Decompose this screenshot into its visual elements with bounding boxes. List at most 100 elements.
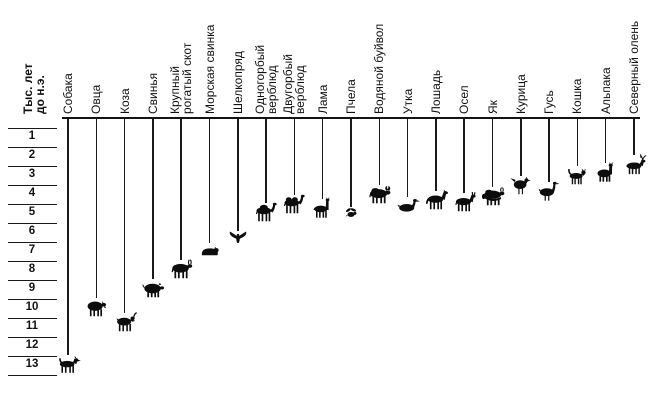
y-axis-tick-line xyxy=(8,127,57,129)
animal-label: Кошка xyxy=(570,78,585,114)
animal-label: Коза xyxy=(117,88,132,114)
animal-label-line: Альпака xyxy=(598,67,613,114)
pig-icon xyxy=(139,277,167,300)
y-axis-title-line2: до н.э. xyxy=(33,75,47,114)
water-buffalo-icon xyxy=(365,183,393,206)
guinea-pig-icon xyxy=(198,241,222,260)
y-axis-tick-line xyxy=(8,374,57,376)
timeline-drop-line xyxy=(123,119,126,313)
timeline-drop-line xyxy=(548,119,550,182)
timeline-drop-line xyxy=(67,119,69,355)
animal-label: Пчела xyxy=(344,79,358,114)
animal-label-line: Свинья xyxy=(145,72,160,114)
animal-label: Лама xyxy=(315,84,330,114)
y-axis-tick-label: 8 xyxy=(28,263,36,275)
alpaca-icon xyxy=(592,161,620,184)
timeline-drop-line xyxy=(435,119,437,192)
y-axis-title: Тыс. лет до н.э. xyxy=(21,63,47,114)
animal-label: Свинья xyxy=(145,72,160,114)
y-axis-tick-line xyxy=(8,146,57,148)
y-axis-tick-line xyxy=(8,222,57,224)
animal-label-line: Шелкопряд xyxy=(230,51,245,114)
y-axis-tick-line xyxy=(8,279,57,281)
animal-label: Водяной буйвол xyxy=(372,23,387,114)
cattle-icon xyxy=(167,258,195,281)
y-axis-tick-label: 5 xyxy=(28,206,36,218)
sheep-icon xyxy=(82,296,110,319)
duck-icon xyxy=(394,195,422,218)
animal-label: Северный олень xyxy=(627,20,641,114)
animal-label: Овца xyxy=(89,84,104,114)
y-axis-tick-line xyxy=(8,317,57,319)
animal-label-line: Коза xyxy=(117,88,132,114)
animal-label: Гусь xyxy=(542,90,557,114)
timeline-drop-line xyxy=(491,119,494,188)
animal-label-line: Водяной буйвол xyxy=(372,23,387,114)
y-axis-tick-label: 1 xyxy=(28,130,36,142)
y-axis-tick-line xyxy=(8,203,57,205)
animal-label-line: Морская свинка xyxy=(202,24,217,114)
animal-label-line: Гусь xyxy=(542,90,557,114)
bactrian-camel-icon xyxy=(280,193,308,216)
cat-icon xyxy=(563,164,591,187)
y-axis-tick-line xyxy=(8,355,57,357)
animal-label-line: Собака xyxy=(61,73,75,114)
y-axis-tick-label: 2 xyxy=(28,149,36,161)
animal-label-line: верблюд xyxy=(293,65,308,114)
timeline-drop-line xyxy=(604,119,607,163)
timeline-drop-line xyxy=(633,119,635,155)
animal-label: Осел xyxy=(457,85,472,114)
y-axis-tick-label: 10 xyxy=(25,301,39,313)
animal-label-line: рогатый скот xyxy=(180,42,195,114)
timeline-drop-line xyxy=(95,119,98,298)
animal-label: Двугорбый верблюд xyxy=(281,54,308,114)
animal-label: Одногорбый верблюд xyxy=(253,45,280,114)
y-axis-tick-line xyxy=(8,260,57,262)
timeline-drop-line xyxy=(152,119,154,279)
animal-label-line: верблюд xyxy=(265,65,280,114)
goose-icon xyxy=(535,180,563,203)
animal-label: Собака xyxy=(61,73,75,114)
animal-label-line: Осел xyxy=(457,85,472,114)
chicken-icon xyxy=(507,174,535,197)
y-axis-tick-label: 13 xyxy=(25,358,39,370)
animal-label-line: Кошка xyxy=(570,78,585,114)
animal-label: Утка xyxy=(400,88,415,114)
animal-label-line: Лама xyxy=(315,84,330,114)
animal-label-line: Як xyxy=(485,100,500,114)
y-axis-tick-label: 6 xyxy=(28,225,36,237)
animal-label: Морская свинка xyxy=(202,24,217,114)
timeline-drop-line xyxy=(293,119,296,195)
animal-label: Курица xyxy=(513,74,528,114)
y-axis-tick-line xyxy=(8,336,57,338)
donkey-icon xyxy=(450,191,478,214)
y-axis-tick-label: 4 xyxy=(28,187,36,199)
bee-icon xyxy=(341,205,361,222)
y-axis-tick-label: 11 xyxy=(25,320,39,332)
y-axis-tick-line xyxy=(8,298,57,300)
timeline-drop-line xyxy=(208,119,211,243)
dromedary-camel-icon xyxy=(252,201,280,224)
timeline-drop-line xyxy=(237,119,239,232)
y-axis-tick-label: 3 xyxy=(28,168,36,180)
y-axis-tick-label: 12 xyxy=(25,339,39,351)
animal-label-line: Овца xyxy=(89,84,104,114)
y-axis-tick-label: 7 xyxy=(28,244,36,256)
animal-label: Альпака xyxy=(598,67,613,114)
y-axis-tick-label: 9 xyxy=(28,282,36,294)
timeline-drop-line xyxy=(378,119,381,186)
animal-label-line: Курица xyxy=(513,74,528,114)
timeline-drop-line xyxy=(463,119,465,193)
silkworm-icon xyxy=(226,229,250,248)
animal-label-line: Северный олень xyxy=(627,20,641,114)
y-axis-tick-line xyxy=(8,165,57,167)
timeline-drop-line xyxy=(520,119,522,176)
animal-label: Шелкопряд xyxy=(230,51,245,114)
animal-label-line: Лошадь xyxy=(428,69,443,114)
timeline-drop-line xyxy=(180,119,182,260)
animal-label-line: Утка xyxy=(400,88,415,114)
timeline-drop-line xyxy=(265,119,267,203)
goat-icon xyxy=(111,311,139,334)
timeline-drop-line xyxy=(576,119,579,167)
animal-label: Лошадь xyxy=(428,69,443,114)
